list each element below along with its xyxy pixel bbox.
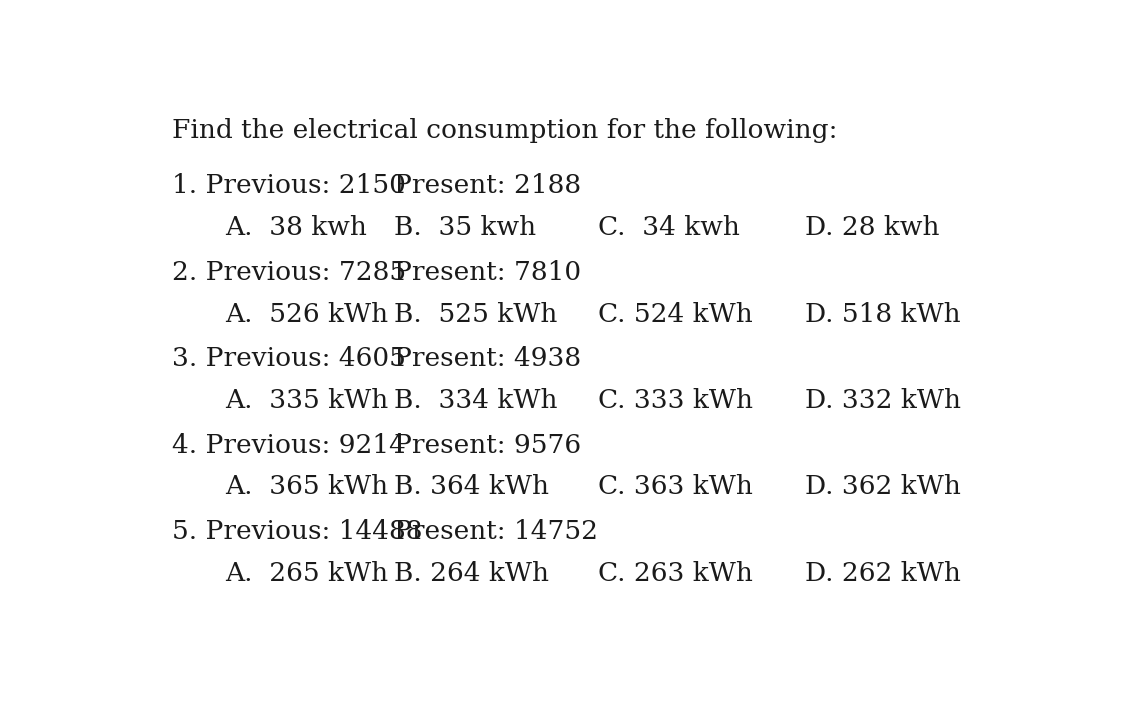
Text: 3. Previous: 4605: 3. Previous: 4605: [172, 346, 406, 371]
Text: 2. Previous: 7285: 2. Previous: 7285: [172, 260, 406, 285]
Text: D. 28 kwh: D. 28 kwh: [805, 215, 939, 240]
Text: 1. Previous: 2150: 1. Previous: 2150: [172, 173, 406, 198]
Text: C. 263 kWh: C. 263 kWh: [597, 561, 752, 586]
Text: D. 262 kWh: D. 262 kWh: [805, 561, 961, 586]
Text: A.  335 kWh: A. 335 kWh: [225, 388, 388, 413]
Text: B.  334 kWh: B. 334 kWh: [394, 388, 557, 413]
Text: Present: 14752: Present: 14752: [394, 519, 598, 544]
Text: D. 332 kWh: D. 332 kWh: [805, 388, 961, 413]
Text: B.  35 kwh: B. 35 kwh: [394, 215, 537, 240]
Text: B. 264 kWh: B. 264 kWh: [394, 561, 549, 586]
Text: A.  265 kWh: A. 265 kWh: [225, 561, 388, 586]
Text: A.  38 kwh: A. 38 kwh: [225, 215, 367, 240]
Text: C. 363 kWh: C. 363 kWh: [597, 474, 752, 500]
Text: D. 518 kWh: D. 518 kWh: [805, 301, 961, 327]
Text: Present: 2188: Present: 2188: [394, 173, 581, 198]
Text: A.  365 kWh: A. 365 kWh: [225, 474, 388, 500]
Text: 4. Previous: 9214: 4. Previous: 9214: [172, 432, 406, 458]
Text: Find the electrical consumption for the following:: Find the electrical consumption for the …: [172, 117, 837, 143]
Text: C.  34 kwh: C. 34 kwh: [597, 215, 740, 240]
Text: C. 333 kWh: C. 333 kWh: [597, 388, 752, 413]
Text: A.  526 kWh: A. 526 kWh: [225, 301, 388, 327]
Text: B.  525 kWh: B. 525 kWh: [394, 301, 557, 327]
Text: 5. Previous: 14488: 5. Previous: 14488: [172, 519, 422, 544]
Text: Present: 7810: Present: 7810: [394, 260, 581, 285]
Text: Present: 4938: Present: 4938: [394, 346, 581, 371]
Text: Present: 9576: Present: 9576: [394, 432, 581, 458]
Text: D. 362 kWh: D. 362 kWh: [805, 474, 961, 500]
Text: B. 364 kWh: B. 364 kWh: [394, 474, 549, 500]
Text: C. 524 kWh: C. 524 kWh: [597, 301, 752, 327]
